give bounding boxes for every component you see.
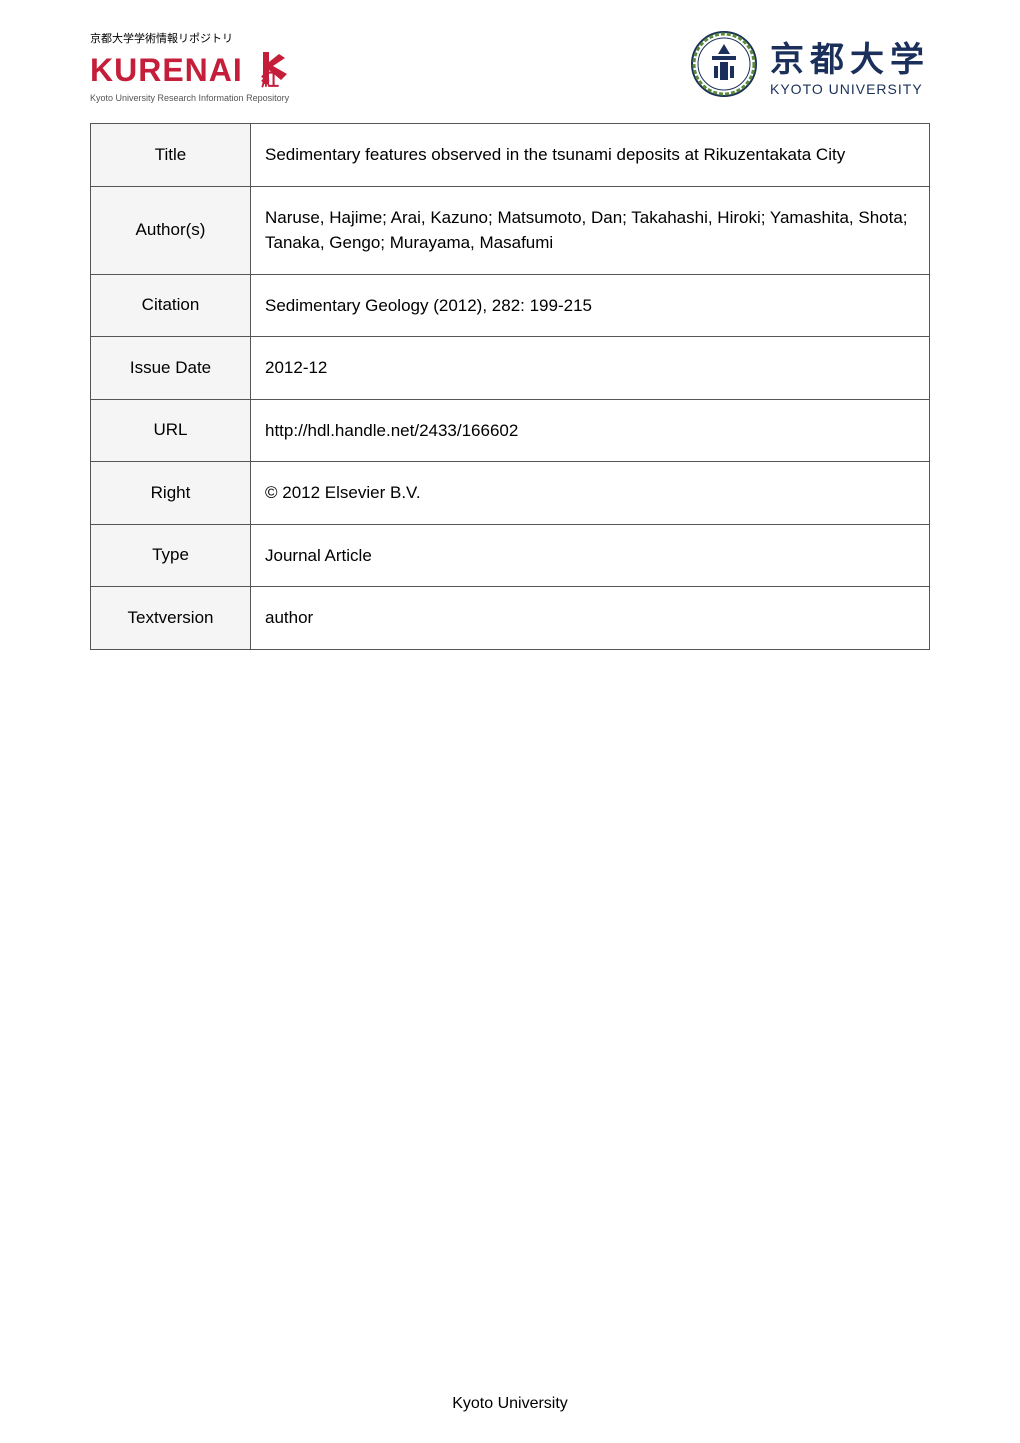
kurenai-bottom-text: Kyoto University Research Information Re…	[90, 93, 289, 103]
label-title: Title	[91, 124, 251, 187]
footer-text: Kyoto University	[452, 1395, 568, 1412]
kurenai-icon: 紅	[251, 48, 291, 93]
value-type: Journal Article	[251, 524, 930, 587]
footer: Kyoto University	[0, 1395, 1020, 1413]
label-type: Type	[91, 524, 251, 587]
value-title: Sedimentary features observed in the tsu…	[251, 124, 930, 187]
table-row: Right © 2012 Elsevier B.V.	[91, 462, 930, 525]
metadata-table: Title Sedimentary features observed in t…	[90, 123, 930, 650]
value-citation: Sedimentary Geology (2012), 282: 199-215	[251, 274, 930, 337]
kyoto-text-block: 京都大学 KYOTO UNIVERSITY	[770, 32, 930, 97]
kurenai-main: KURENAI 紅	[90, 48, 291, 93]
table-row: Textversion author	[91, 587, 930, 650]
kyoto-seal-icon	[690, 30, 758, 98]
table-row: Citation Sedimentary Geology (2012), 282…	[91, 274, 930, 337]
table-row: URL http://hdl.handle.net/2433/166602	[91, 399, 930, 462]
value-right: © 2012 Elsevier B.V.	[251, 462, 930, 525]
value-textversion: author	[251, 587, 930, 650]
svg-text:紅: 紅	[261, 69, 279, 88]
value-url: http://hdl.handle.net/2433/166602	[251, 399, 930, 462]
table-row: Title Sedimentary features observed in t…	[91, 124, 930, 187]
label-url: URL	[91, 399, 251, 462]
header: 京都大学学術情報リポジトリ KURENAI 紅 Kyoto University…	[0, 0, 1020, 123]
label-right: Right	[91, 462, 251, 525]
kyoto-jp-text: 京都大学	[770, 32, 930, 81]
table-row: Type Journal Article	[91, 524, 930, 587]
value-authors: Naruse, Hajime; Arai, Kazuno; Matsumoto,…	[251, 186, 930, 274]
kyoto-logo: 京都大学 KYOTO UNIVERSITY	[690, 30, 930, 98]
table-row: Author(s) Naruse, Hajime; Arai, Kazuno; …	[91, 186, 930, 274]
label-authors: Author(s)	[91, 186, 251, 274]
kurenai-logo: 京都大学学術情報リポジトリ KURENAI 紅 Kyoto University…	[90, 30, 291, 103]
label-textversion: Textversion	[91, 587, 251, 650]
kurenai-main-text: KURENAI	[90, 52, 243, 89]
value-issue-date: 2012-12	[251, 337, 930, 400]
table-row: Issue Date 2012-12	[91, 337, 930, 400]
label-citation: Citation	[91, 274, 251, 337]
label-issue-date: Issue Date	[91, 337, 251, 400]
kurenai-top-text: 京都大学学術情報リポジトリ	[90, 30, 233, 46]
kyoto-en-text: KYOTO UNIVERSITY	[770, 81, 930, 97]
